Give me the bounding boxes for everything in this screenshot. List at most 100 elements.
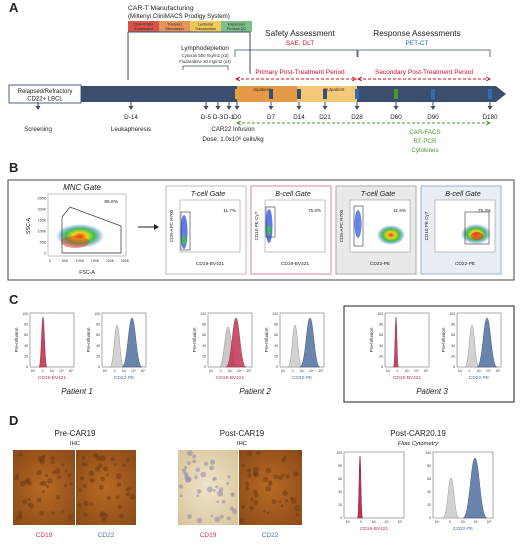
manufacturing-step-3-line2: Transduction: [195, 27, 216, 31]
flow-y-tick: 80: [338, 464, 342, 468]
manufacturing-step-4-line2: Product QC: [227, 27, 247, 31]
gate-dots-core-1: [182, 235, 186, 245]
flow-x-label-1: CD19-BV421: [360, 526, 389, 532]
ihc-cell: [194, 475, 198, 480]
patient-line1: Relapsed/Refractory: [18, 89, 73, 95]
ihc-cell: [81, 462, 86, 467]
ihc-cell: [192, 459, 197, 464]
hist-x-tick: 10⁴: [131, 369, 137, 373]
gate-pct-3: 11.6%: [393, 208, 406, 213]
ihc-cell: [192, 454, 197, 459]
gate-x-label-4: CD22-PE: [455, 261, 475, 267]
timeline-day-d14: D14: [293, 114, 305, 121]
ihc-cell: [110, 457, 115, 461]
gate-y-label-1: CD5-APC R700: [169, 209, 174, 242]
hist-y-tick: 100: [22, 312, 28, 316]
hist-x-tick: 10⁵: [247, 369, 253, 373]
ihc-cell: [125, 487, 130, 492]
ihc-cell: [55, 494, 61, 500]
hist-x-tick: 10³: [281, 369, 286, 373]
timeline-marker-d0: [235, 89, 239, 99]
timeline-marker-d7: [269, 89, 273, 99]
gating-arrow-head: [154, 224, 159, 230]
ihc-cell: [293, 471, 299, 477]
ihc-cell: [18, 452, 23, 457]
post-car19-title: Post-CAR19: [220, 429, 265, 438]
flow-y-tick: 100: [425, 451, 431, 455]
ihc-cell: [239, 518, 245, 523]
ihc-cell: [27, 497, 31, 501]
timeline-marker-d28: [355, 89, 359, 99]
timeline-marker-d-3: [216, 89, 220, 99]
secondary-period-arrow-left: [356, 76, 363, 82]
gate-title-2: B-cell Gate: [275, 189, 311, 198]
ihc-cell: [117, 504, 122, 510]
ihc-cell: [185, 474, 189, 478]
hist-y-tick: 60: [202, 333, 206, 337]
flow-x-tick: 10⁵: [487, 520, 493, 524]
hist-y-label-5: Pre-Infusion: [369, 327, 374, 352]
hist-y-tick: 0: [204, 365, 206, 369]
hist-cd22-peak-2: [121, 317, 143, 368]
hist-x-tick: 10³: [50, 369, 55, 373]
ihc-cell: [212, 488, 216, 492]
mnc-gate-polygon: [61, 206, 122, 254]
flow-y-tick: 0: [340, 516, 342, 520]
ihc-cell: [181, 468, 187, 473]
flow-x-tick: 0: [360, 520, 362, 524]
assay-arrow-right: [485, 120, 492, 126]
ihc-cell: [232, 508, 238, 515]
hist-x-tick: 10³: [122, 369, 127, 373]
hist-y-tick: 60: [451, 333, 455, 337]
hist-y-tick: 80: [96, 323, 100, 327]
manufacturing-step-1: [128, 21, 159, 32]
post-car19-sub: IHC: [237, 441, 247, 447]
ihc-cell: [88, 470, 95, 477]
hist-cd19-peak-5: [393, 316, 399, 368]
hist-x-tick: 10³: [209, 369, 214, 373]
hist-plot-area-6: [456, 312, 502, 368]
ihc-cell: [218, 487, 224, 492]
hist-y-tick: 40: [202, 344, 206, 348]
gate-box-2: [265, 206, 276, 238]
ihc-cell: [100, 516, 107, 523]
assay-rt-pcr: RT-PCR: [414, 138, 437, 145]
gate-title-4: B-cell Gate: [445, 189, 481, 198]
hist-x-tick: 10³: [477, 369, 482, 373]
manufacturing-step-4-line1: Expansion: [228, 23, 245, 27]
manufacturing-subtitle: (Miltenyi CliniMACS Prodigy System): [128, 13, 230, 20]
ihc-cell: [282, 490, 288, 496]
flow-x-label-2: CD22-PE: [453, 526, 473, 532]
manufacturing-step-4: [221, 21, 252, 32]
hist-x-tick: 10⁴: [59, 369, 65, 373]
ihc-cell: [50, 456, 55, 461]
timeline-marker-d90: [431, 89, 435, 99]
hist-x-tick: 10⁵: [141, 369, 147, 373]
ihc-cell: [41, 480, 47, 487]
hist-x-tick: 10³: [31, 369, 36, 373]
hist-y-tick: 100: [377, 312, 383, 316]
ihc-cell: [18, 515, 23, 519]
gate-title-1: T-cell Gate: [191, 189, 226, 198]
ihc-cell: [116, 482, 122, 487]
timeline-arrow-d0: [234, 106, 240, 110]
hist-y-tick: 80: [202, 323, 206, 327]
assay-cytokines: Cytokines: [411, 147, 438, 154]
mnc-gate-title: MNC Gate: [63, 183, 101, 192]
flow-sub: Flow Cytometry: [398, 441, 439, 447]
hist-x-label-6: CD22-PE: [469, 375, 489, 381]
mnc-y-tick: 0: [44, 252, 46, 256]
ihc-cell: [195, 467, 200, 472]
ihc-cell: [85, 463, 88, 466]
flow-y-tick: 60: [338, 477, 342, 481]
timeline-arrow-d21: [322, 106, 328, 110]
timeline-arrow-d-14: [128, 106, 134, 110]
ihc-cell: [69, 482, 73, 486]
flow-x-tick: 10⁴: [385, 520, 391, 524]
ihc-cell: [113, 462, 118, 467]
timeline-marker-d60: [394, 89, 398, 99]
hist-y-tick: 60: [379, 333, 383, 337]
post-car2019-flow: 100 80 60 40 20 0 10³ 0 10³ 10⁴ 10⁵ CD19-BV421 100 80…: [336, 451, 494, 532]
ihc-cell: [19, 480, 26, 487]
